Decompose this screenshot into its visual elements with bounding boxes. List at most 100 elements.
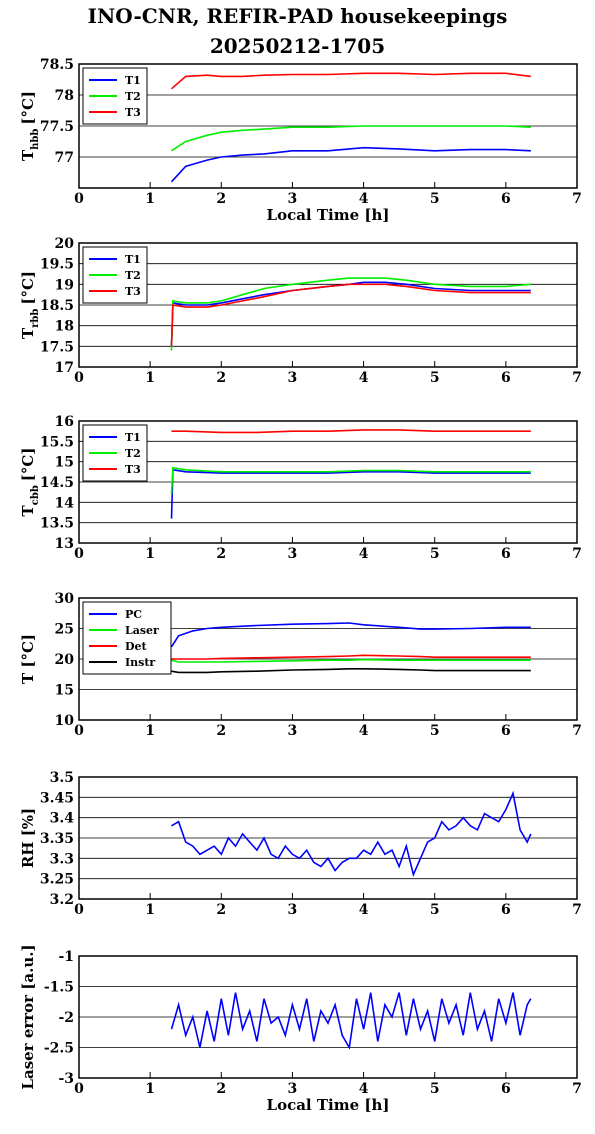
chart-title-line-2: 20250212-1705 bbox=[209, 34, 386, 58]
legend-label: T1 bbox=[125, 253, 141, 266]
y-tick-label: 3.4 bbox=[50, 811, 75, 827]
y-tick-label: 3.2 bbox=[50, 892, 74, 908]
legend-label: T2 bbox=[125, 90, 141, 103]
x-tick-label: 2 bbox=[216, 191, 226, 207]
x-tick-label: 1 bbox=[145, 370, 155, 386]
legend: T1 T2 T3 bbox=[82, 246, 148, 304]
y-tick-label: 20 bbox=[55, 236, 75, 252]
x-tick-label: 2 bbox=[216, 370, 226, 386]
x-tick-label: 0 bbox=[74, 723, 84, 739]
series-line-instr bbox=[171, 667, 531, 674]
x-tick-label: 7 bbox=[572, 902, 582, 918]
x-tick-label: 2 bbox=[216, 723, 226, 739]
series-line-data bbox=[171, 790, 532, 878]
y-axis-label-sub: cbb bbox=[30, 485, 41, 505]
y-tick-label: -1 bbox=[58, 949, 74, 965]
x-tick-label: 3 bbox=[288, 902, 298, 918]
x-tick-label: 5 bbox=[430, 191, 440, 207]
x-tick-label: 4 bbox=[359, 370, 369, 386]
x-tick-label: 5 bbox=[430, 370, 440, 386]
y-axis-label: T [°C] bbox=[19, 634, 37, 684]
plot-frame bbox=[78, 597, 578, 721]
legend-label: T3 bbox=[125, 285, 141, 298]
y-tick-label: 19 bbox=[55, 277, 74, 293]
series-line-t1 bbox=[170, 468, 531, 519]
x-tick-label: 3 bbox=[288, 1081, 298, 1097]
series-line-data bbox=[170, 992, 532, 1050]
plot-frame bbox=[78, 63, 578, 189]
legend-label: T3 bbox=[125, 106, 141, 119]
y-tick-label: 18 bbox=[55, 319, 74, 335]
legend: PC Laser Det Instr bbox=[82, 601, 172, 675]
x-tick-label: 7 bbox=[572, 1081, 582, 1097]
x-tick-label: 4 bbox=[359, 546, 369, 562]
y-tick-label: 16 bbox=[55, 414, 74, 430]
legend: T1 T2 T3 bbox=[82, 424, 148, 482]
y-axis-label: Laser error [a.u.] bbox=[19, 944, 37, 1089]
y-tick-label: 77 bbox=[55, 150, 74, 166]
x-tick-label: 1 bbox=[145, 723, 155, 739]
y-tick-label: 17 bbox=[55, 360, 74, 376]
y-tick-label: 20 bbox=[55, 652, 75, 668]
x-tick-label: 3 bbox=[288, 370, 298, 386]
y-tick-label: 78.5 bbox=[40, 57, 74, 73]
legend-label: T2 bbox=[125, 447, 141, 460]
y-tick-label: -1.5 bbox=[44, 980, 74, 996]
chart-panel-4: 10 15 20 25 30 0 1 2 3 4 5 6 7 PC Laser Det Instr T [°C] bbox=[19, 591, 582, 739]
x-tick-label: 5 bbox=[430, 1081, 440, 1097]
y-axis-label-main: Laser error [a.u.] bbox=[19, 944, 37, 1089]
y-tick-label: 19.5 bbox=[40, 257, 74, 273]
x-tick-label: 5 bbox=[430, 902, 440, 918]
y-tick-label: -2 bbox=[58, 1010, 74, 1026]
series-line-t2 bbox=[170, 277, 531, 351]
x-tick-label: 7 bbox=[572, 723, 582, 739]
x-tick-label: 6 bbox=[501, 546, 511, 562]
y-axis-label-main: RH [%] bbox=[19, 808, 37, 868]
x-tick-label: 0 bbox=[74, 1081, 84, 1097]
legend-label: T1 bbox=[125, 74, 141, 87]
x-tick-label: 2 bbox=[216, 1081, 226, 1097]
series-line-pc bbox=[170, 622, 531, 648]
y-tick-label: 15.5 bbox=[40, 434, 74, 450]
series-line-t3 bbox=[170, 72, 531, 90]
y-tick-label: 3.25 bbox=[40, 872, 74, 888]
chart-title-line-1: INO-CNR, REFIR-PAD housekeepings bbox=[87, 4, 508, 28]
x-tick-label: 7 bbox=[572, 191, 582, 207]
y-tick-label: -3 bbox=[58, 1071, 74, 1087]
x-tick-label: 4 bbox=[359, 723, 369, 739]
y-tick-label: 10 bbox=[55, 713, 75, 729]
plot-frame bbox=[78, 242, 578, 368]
y-tick-label: 25 bbox=[55, 622, 74, 638]
x-tick-label: 0 bbox=[74, 902, 84, 918]
y-tick-label: 14.5 bbox=[40, 475, 74, 491]
y-tick-label: 13.5 bbox=[40, 516, 74, 532]
y-tick-label: 14 bbox=[55, 495, 75, 511]
y-tick-label: 18.5 bbox=[40, 298, 74, 314]
x-tick-label: 7 bbox=[572, 546, 582, 562]
x-tick-label: 6 bbox=[501, 1081, 511, 1097]
x-tick-label: 1 bbox=[145, 191, 155, 207]
y-axis-label: RH [%] bbox=[19, 808, 37, 868]
x-tick-label: 5 bbox=[430, 723, 440, 739]
y-axis-label-main: T [°C] bbox=[19, 634, 37, 684]
y-axis-label: Tcbb [°C] bbox=[19, 448, 41, 517]
x-tick-label: 3 bbox=[288, 546, 298, 562]
chart-panel-5: 3.2 3.25 3.3 3.35 3.4 3.45 3.5 0 1 2 3 4 5 6 7 RH [%] bbox=[19, 770, 582, 918]
chart-panel-1: 77 77.5 78 78.5 0 1 2 3 4 5 6 7 T1 T2 T3 Thbb [°C] Local … bbox=[19, 57, 582, 224]
x-tick-label: 4 bbox=[359, 1081, 369, 1097]
legend-label: T3 bbox=[125, 463, 141, 476]
y-tick-label: 3.35 bbox=[40, 831, 74, 847]
series-line-t3 bbox=[171, 429, 531, 434]
series-line-det bbox=[171, 654, 531, 660]
x-tick-label: 1 bbox=[145, 902, 155, 918]
x-tick-label: 7 bbox=[572, 370, 582, 386]
x-tick-label: 4 bbox=[359, 902, 369, 918]
y-axis-label-main: T bbox=[19, 504, 37, 516]
y-axis-label-unit: [°C] bbox=[19, 271, 37, 305]
y-tick-label: 13 bbox=[55, 536, 74, 552]
series-line-t2 bbox=[170, 466, 531, 495]
x-tick-label: 2 bbox=[216, 546, 226, 562]
y-axis-label-sub: hbb bbox=[30, 129, 41, 150]
legend-label: T2 bbox=[125, 269, 141, 282]
